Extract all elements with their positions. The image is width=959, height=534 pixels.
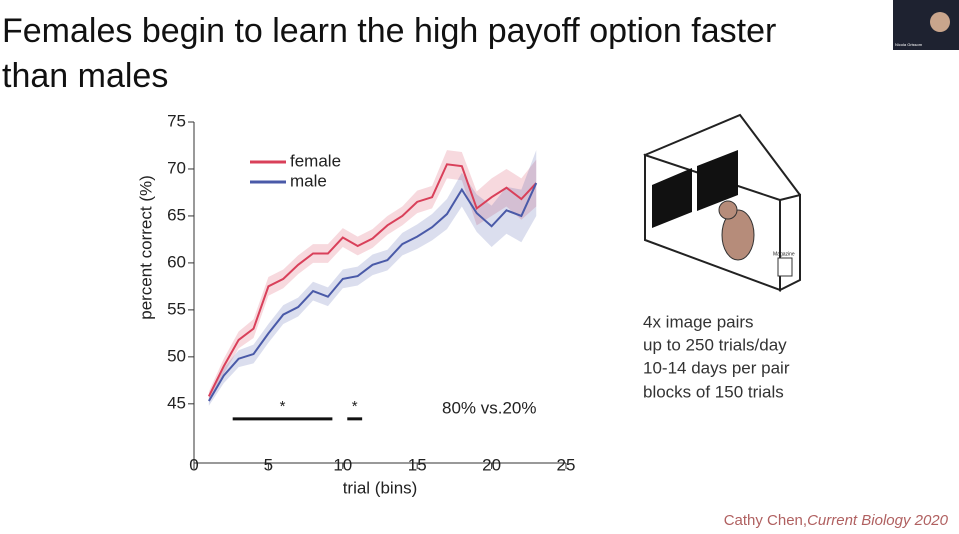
- note: blocks of 150 trials: [643, 382, 784, 401]
- data-line: [207, 163, 537, 397]
- x-axis-label: trial (bins): [343, 478, 418, 497]
- citation: Cathy Chen,Current Biology 2020: [724, 512, 949, 529]
- mouse: [721, 209, 755, 261]
- image-scissors: [697, 150, 738, 211]
- slide-title: than males: [2, 57, 168, 95]
- magazine: [777, 257, 793, 277]
- note: 4x image pairs: [643, 312, 754, 331]
- citation-author: Cathy Chen,: [724, 512, 807, 529]
- x-tick-label: 0: [189, 455, 198, 474]
- y-tick-label: 45: [167, 393, 186, 412]
- webcam: Nicola Grissom: [893, 0, 959, 50]
- webcam-face: [930, 12, 950, 32]
- image-spider: [652, 168, 692, 228]
- error-band: [208, 150, 537, 406]
- x-tick-label: 5: [264, 455, 273, 474]
- illustration: Magazine: [643, 113, 802, 293]
- slide-title: Females begin to learn the high payoff o…: [2, 12, 776, 50]
- x-tick-label: 15: [408, 455, 427, 474]
- y-tick-label: 60: [167, 252, 186, 271]
- note: up to 250 trials/day: [643, 335, 787, 354]
- error-band: [208, 150, 537, 401]
- x-tick-label: 25: [557, 455, 576, 474]
- legend-label: male: [290, 171, 327, 190]
- significance-label: *: [352, 398, 358, 415]
- y-tick-label: 65: [167, 205, 186, 224]
- mouse-head: [718, 200, 738, 220]
- y-tick-label: 55: [167, 299, 186, 318]
- y-axis-label: percent correct (%): [136, 175, 155, 320]
- significance-label: *: [280, 398, 286, 415]
- webcam-name: Nicola Grissom: [895, 42, 923, 47]
- legend-label: female: [290, 151, 341, 170]
- x-tick-label: 20: [482, 455, 501, 474]
- chart: 45 50 55 60 65 70 75 0 5 10 15 20 25 trial (bins) perc…: [136, 111, 575, 497]
- y-tick-label: 75: [167, 111, 186, 130]
- note: 10-14 days per pair: [643, 358, 790, 377]
- annotation: 80% vs.20%: [442, 398, 537, 417]
- magazine-label: Magazine: [773, 251, 795, 257]
- citation-journal: Current Biology 2020: [807, 512, 949, 529]
- data-line: [208, 182, 538, 402]
- y-tick-label: 70: [167, 158, 186, 177]
- y-tick-label: 50: [167, 346, 186, 365]
- x-tick-label: 10: [333, 455, 352, 474]
